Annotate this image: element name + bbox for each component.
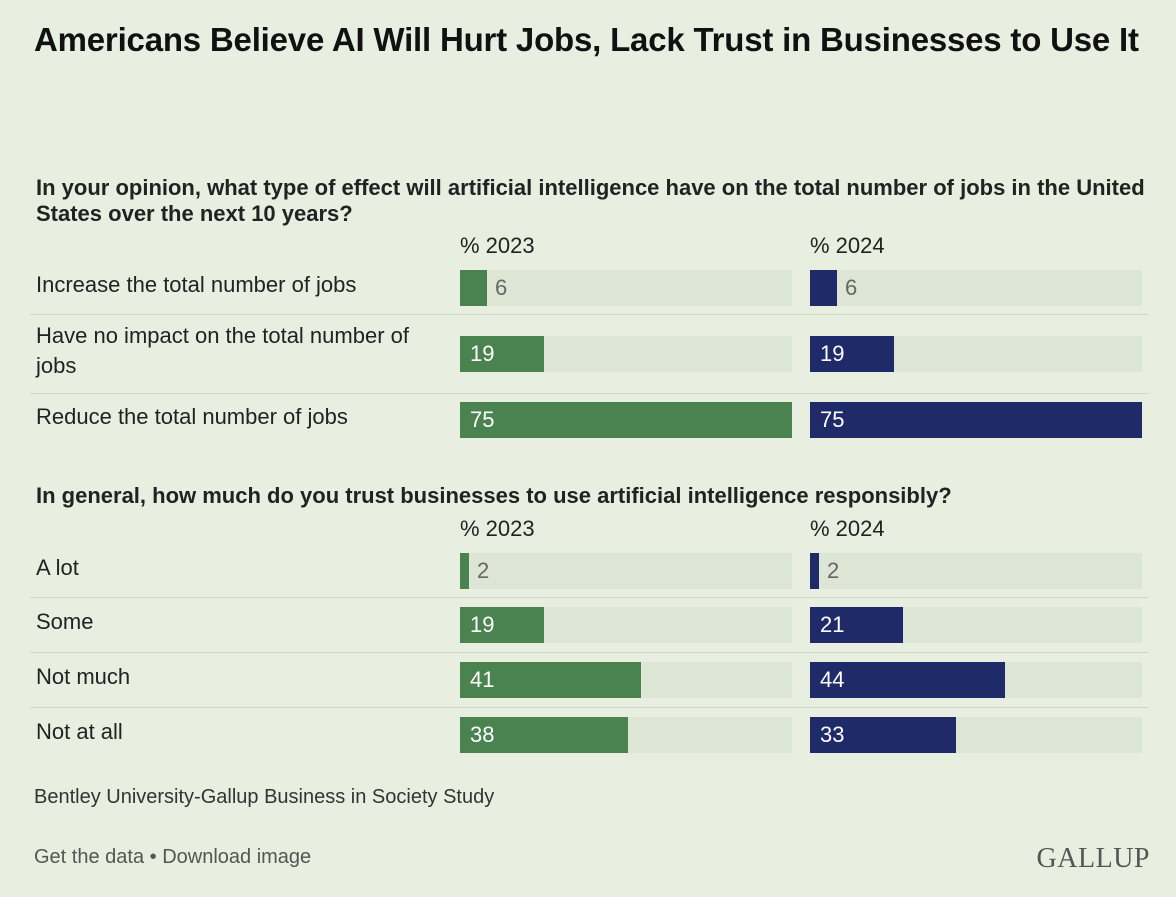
chart-title: Americans Believe AI Will Hurt Jobs, Lac… (34, 21, 1139, 58)
data-label: 2 (827, 558, 840, 583)
bar-2024 (810, 553, 819, 589)
bar-2023 (460, 402, 792, 438)
bar-track: 38 (460, 717, 792, 753)
bar-2023 (460, 336, 544, 372)
download-image-link[interactable]: Download image (162, 846, 312, 868)
chart-row: A lot 2 2 (30, 545, 1148, 598)
bar-track: 19 (810, 336, 1142, 372)
data-label: 38 (470, 722, 495, 747)
column-header-2023: % 2023 (460, 233, 535, 258)
bar-2024 (810, 662, 1005, 698)
category-label: A lot (36, 555, 79, 580)
data-label: 75 (820, 407, 845, 432)
data-label: 19 (470, 341, 495, 366)
source-note: Bentley University-Gallup Business in So… (34, 786, 495, 808)
bar-track: 19 (460, 336, 792, 372)
column-header-2024: % 2024 (810, 516, 885, 541)
data-label: 6 (495, 275, 508, 300)
data-label: 21 (820, 612, 845, 637)
bar-track: 33 (810, 717, 1142, 753)
get-data-link[interactable]: Get the data (34, 846, 145, 868)
chart-row: Some 19 21 (30, 598, 1148, 653)
chart-row: Reduce the total number of jobs 75 75 (30, 394, 1148, 446)
bar-2023 (460, 607, 544, 643)
category-label: Not at all (36, 719, 123, 744)
bar-track: 75 (810, 402, 1142, 438)
column-header-2024: % 2024 (810, 233, 885, 258)
bar-2023 (460, 717, 628, 753)
bar-2023 (460, 270, 487, 306)
bar-track: 2 (810, 553, 1142, 589)
bar-2024 (810, 270, 837, 306)
data-label: 6 (845, 275, 858, 300)
bar-track: 2 (460, 553, 792, 589)
data-label: 41 (470, 667, 495, 692)
bar-2024 (810, 607, 903, 643)
gallup-logo: GALLUP (1036, 843, 1150, 874)
bar-2024 (810, 717, 956, 753)
bar-track: 75 (460, 402, 792, 438)
footer-links: Get the data • Download image (34, 846, 311, 869)
category-label: Not much (36, 664, 131, 689)
bar-track: 6 (810, 270, 1142, 306)
bar-track: 6 (460, 270, 792, 306)
bar-2024 (810, 402, 1142, 438)
footer-separator: • (144, 846, 163, 868)
bar-2023 (460, 662, 641, 698)
bar-track: 44 (810, 662, 1142, 698)
data-label: 33 (820, 722, 845, 747)
data-label: 19 (470, 612, 495, 637)
bar-2023 (460, 553, 469, 589)
data-label: 19 (820, 341, 845, 366)
data-label: 75 (470, 407, 495, 432)
question-trust: In general, how much do you trust busine… (36, 483, 952, 508)
chart-row: Not at all 38 33 (30, 708, 1148, 762)
chart-row: Not much 41 44 (30, 653, 1148, 708)
data-label: 44 (820, 667, 845, 692)
bar-track: 41 (460, 662, 792, 698)
category-label: Some (36, 609, 94, 634)
bar-track: 19 (460, 607, 792, 643)
category-label: Reduce the total number of jobs (36, 404, 348, 429)
category-label: Increase the total number of jobs (36, 272, 357, 297)
bar-2024 (810, 336, 894, 372)
column-header-2023: % 2023 (460, 516, 535, 541)
category-label: Have no impact on the total number of jo… (36, 323, 409, 378)
chart-row: Have no impact on the total number of jo… (30, 315, 1148, 394)
chart-row: Increase the total number of jobs 6 6 (30, 262, 1148, 315)
data-label: 2 (477, 558, 490, 583)
question-jobs: In your opinion, what type of effect wil… (36, 175, 1145, 226)
bar-track: 21 (810, 607, 1142, 643)
